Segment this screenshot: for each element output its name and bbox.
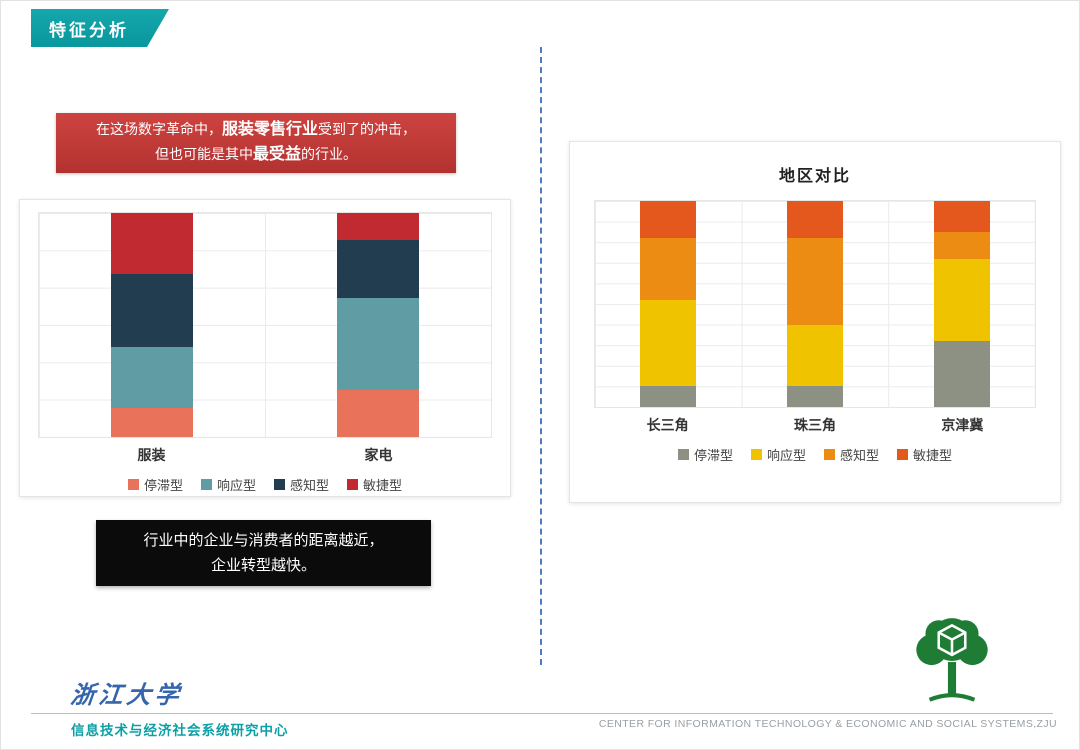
legend-swatch [824,449,835,460]
category-label: 家电 [364,447,393,463]
bar-segment [640,201,697,239]
bar-segment [933,258,990,342]
region-chart-title: 地区对比 [778,168,851,185]
legend-swatch [750,449,762,460]
category-axis: 服装 家电 [38,445,492,465]
bar-segment [337,239,419,299]
bar-segment [787,238,843,325]
tree-logo-icon [916,618,988,702]
bar-slot [39,213,265,437]
bar-segment [787,386,843,407]
legend-item: 停滞型 [127,475,183,494]
legend-label: 感知型 [290,478,330,493]
region-stacked-bar-chart: 长三角 珠三角 京津冀停滞型 响应型 感知型 敏捷型 [594,200,1036,464]
footer-center-name-cn: 信息技术与经济社会系统研究中心 [71,723,289,738]
red-box-line2: 但也可能是其中最受益的行业。 [56,143,456,168]
red-box-text: 受到了的冲击， [318,121,416,138]
legend-label: 感知型 [840,448,880,463]
plot-area [38,212,492,438]
legend-label: 敏捷型 [913,448,953,463]
plot-area [594,200,1036,408]
legend-label: 停滞型 [693,448,733,463]
highlight-red-box: 在这场数字革命中，服装零售行业受到了的冲击， 但也可能是其中最受益的行业。 [56,113,456,173]
stacked-bar [111,213,193,437]
legend-item: 感知型 [824,445,879,464]
category-axis: 长三角 珠三角 京津冀 [594,415,1036,435]
category-label: 珠三角 [793,417,836,433]
red-box-text: 的行业。 [301,146,357,162]
legend-item: 敏捷型 [897,445,952,464]
red-box-text: 但也可能是其中 [154,146,253,162]
bar-slot [595,201,742,407]
bar-segment [933,341,990,407]
region-chart-card: 地区对比 长三角 珠三角 京津冀停滞型 响应型 感知型 敏捷型 [569,141,1061,503]
vertical-dashed-divider [540,47,542,665]
legend-item: 停滞型 [677,445,733,464]
bar-segment [933,201,990,232]
bar-slot [265,213,491,437]
bar-segment [640,386,697,407]
stacked-bar [640,201,697,407]
stacked-bar [787,201,843,407]
bar-slot [742,201,889,407]
bar-slot [888,201,1035,407]
chart-legend: 停滞型 响应型 感知型 敏捷型 [594,445,1036,464]
footer-center-name-en: CENTER FOR INFORMATION TECHNOLOGY & ECON… [598,718,1057,730]
legend-item: 响应型 [200,475,256,494]
red-box-bold-text: 服装零售行业 [221,121,318,139]
bar-segment [111,347,193,408]
bar-segment [111,407,193,437]
legend-swatch [127,479,139,490]
red-box-line1: 在这场数字革命中，服装零售行业受到了的冲击， [56,118,456,143]
stacked-bar [933,201,990,407]
title-banner: 特征分析 [31,9,169,47]
bar-segment [933,231,990,259]
legend-item: 响应型 [750,445,806,464]
bar-segment [787,201,843,239]
legend-swatch [897,449,909,460]
bar-segment [337,298,419,390]
red-box-bold-text: 最受益 [252,146,301,163]
footer-divider [31,713,1053,714]
legend-label: 响应型 [766,448,806,463]
category-label: 服装 [137,447,166,463]
bar-segment [337,389,419,437]
page-title: 特征分析 [49,20,129,40]
legend-swatch [200,479,212,490]
legend-label: 响应型 [216,478,256,493]
legend-label: 敏捷型 [363,478,403,493]
stacked-bar [337,213,419,437]
category-label: 长三角 [646,417,689,433]
conclusion-black-box: 行业中的企业与消费者的距离越近， 企业转型越快。 [96,520,431,586]
legend-swatch [274,479,285,490]
black-box-line2: 企业转型越快。 [210,557,316,574]
bar-segment [787,324,843,387]
legend-item: 感知型 [274,475,329,494]
zju-calligraphy-logo: 浙江大学 [69,680,185,709]
legend-label: 停滞型 [143,478,183,493]
legend-swatch [677,449,689,460]
bar-segment [640,299,697,387]
bar-segment [337,213,419,240]
legend-item: 敏捷型 [347,475,402,494]
industry-chart-card: 服装 家电停滞型 响应型 感知型 敏捷型 [19,199,511,497]
bar-segment [111,213,193,274]
industry-stacked-bar-chart: 服装 家电停滞型 响应型 感知型 敏捷型 [38,212,492,494]
category-label: 京津冀 [941,417,984,433]
chart-legend: 停滞型 响应型 感知型 敏捷型 [38,475,492,494]
red-box-text: 在这场数字革命中， [95,121,222,138]
black-box-line1: 行业中的企业与消费者的距离越近， [143,531,384,549]
legend-swatch [347,479,359,490]
bar-segment [111,273,193,348]
bar-segment [640,238,697,300]
